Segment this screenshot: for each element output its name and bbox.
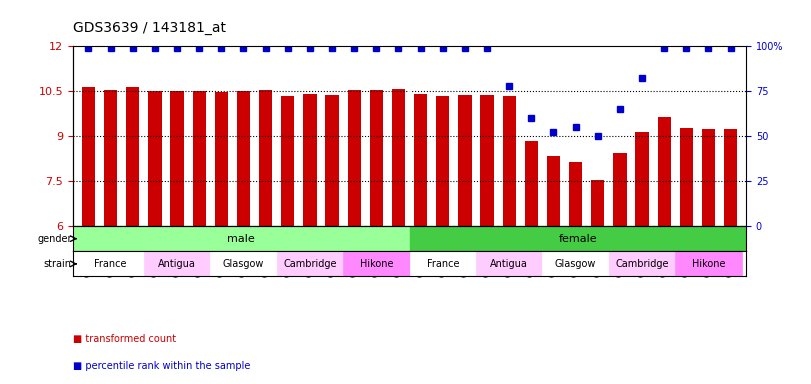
Text: Cambridge: Cambridge	[283, 259, 337, 269]
FancyBboxPatch shape	[277, 251, 343, 276]
Bar	[325, 95, 339, 226]
Bar	[259, 91, 272, 226]
Bar	[436, 96, 449, 226]
Bar	[414, 94, 427, 226]
Bar	[215, 92, 228, 226]
Text: Cambridge: Cambridge	[616, 259, 669, 269]
Bar	[303, 94, 316, 226]
Bar	[525, 141, 538, 226]
Text: Antigua: Antigua	[158, 259, 196, 269]
FancyBboxPatch shape	[343, 251, 410, 276]
Bar	[104, 89, 118, 226]
Bar	[680, 128, 693, 226]
Text: ■ transformed count: ■ transformed count	[73, 334, 176, 344]
Text: France: France	[427, 259, 459, 269]
Bar	[148, 91, 161, 226]
Bar	[192, 91, 206, 226]
Bar	[127, 88, 139, 226]
FancyBboxPatch shape	[609, 251, 676, 276]
Text: Hikone: Hikone	[359, 259, 393, 269]
Bar	[547, 156, 560, 226]
Text: male: male	[227, 234, 255, 244]
FancyBboxPatch shape	[144, 251, 210, 276]
FancyBboxPatch shape	[676, 251, 742, 276]
FancyBboxPatch shape	[210, 251, 277, 276]
FancyBboxPatch shape	[73, 226, 410, 251]
FancyBboxPatch shape	[410, 251, 476, 276]
Text: GDS3639 / 143181_at: GDS3639 / 143181_at	[73, 21, 226, 35]
Text: gender: gender	[37, 234, 72, 244]
Bar	[591, 180, 604, 226]
Bar	[458, 95, 471, 226]
Text: strain: strain	[44, 259, 72, 269]
Text: Antigua: Antigua	[491, 259, 528, 269]
FancyBboxPatch shape	[77, 251, 144, 276]
Bar	[281, 96, 294, 226]
FancyBboxPatch shape	[476, 251, 543, 276]
Bar	[348, 91, 361, 226]
Bar	[702, 129, 715, 226]
Bar	[82, 86, 95, 226]
Bar	[635, 132, 649, 226]
Bar	[392, 89, 406, 226]
Bar	[170, 91, 184, 226]
Text: Glasgow: Glasgow	[555, 259, 596, 269]
Bar	[569, 162, 582, 226]
Text: Glasgow: Glasgow	[223, 259, 264, 269]
Bar	[370, 89, 383, 226]
Text: ■ percentile rank within the sample: ■ percentile rank within the sample	[73, 361, 251, 371]
Text: France: France	[94, 259, 127, 269]
FancyBboxPatch shape	[543, 251, 609, 276]
Bar	[724, 129, 737, 226]
Bar	[480, 95, 494, 226]
Bar	[613, 154, 627, 226]
FancyBboxPatch shape	[410, 226, 746, 251]
Bar	[503, 96, 516, 226]
Text: female: female	[559, 234, 597, 244]
Bar	[658, 117, 671, 226]
Text: Hikone: Hikone	[692, 259, 725, 269]
Bar	[237, 91, 250, 226]
